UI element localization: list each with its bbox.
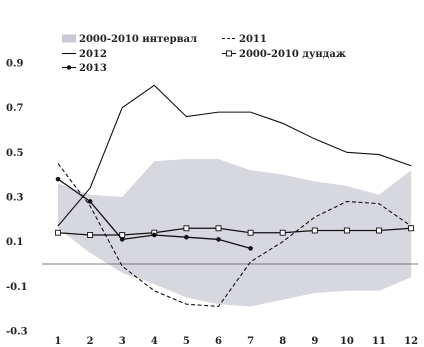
data-point <box>279 229 286 236</box>
y-tick-label: 0.9 <box>6 59 23 70</box>
data-point <box>184 234 189 240</box>
y-tick-label: -0.3 <box>6 327 28 338</box>
y-tick-label: 0.5 <box>6 148 23 159</box>
x-tick-label: 7 <box>247 336 254 347</box>
data-point <box>216 237 221 242</box>
data-point <box>119 237 125 242</box>
x-tick-label: 6 <box>215 336 222 347</box>
x-tick-label: 9 <box>311 336 318 347</box>
data-point <box>183 225 190 232</box>
data-point <box>408 225 415 232</box>
series-line-2000-2010-дундаж <box>57 227 412 236</box>
x-tick-label: 8 <box>279 336 286 347</box>
x-tick-label: 10 <box>340 336 354 347</box>
legend-label: 2000-2010 интервал <box>79 34 197 45</box>
data-point <box>55 229 61 236</box>
data-point <box>343 227 350 234</box>
x-tick-label: 3 <box>119 336 126 347</box>
legend-swatch-band <box>62 34 76 43</box>
series-line-2012 <box>57 84 412 227</box>
data-point <box>87 232 94 238</box>
y-tick-label: -0.1 <box>6 282 28 293</box>
legend-label: 2012 <box>79 49 107 60</box>
data-point <box>87 199 93 204</box>
y-tick-label: 0.1 <box>6 237 23 248</box>
x-tick-label: 12 <box>404 336 418 347</box>
series-line-2011 <box>57 163 412 308</box>
x-tick-label: 11 <box>372 336 386 347</box>
x-tick-label: 4 <box>151 336 158 347</box>
legend-label: 2013 <box>79 63 107 74</box>
x-tick-label: 5 <box>183 336 190 347</box>
data-point <box>55 176 61 182</box>
data-point <box>152 232 157 238</box>
legend-swatch-square <box>226 50 232 57</box>
x-tick-label: 2 <box>87 336 94 347</box>
legend-swatch-circle <box>66 65 72 70</box>
x-tick-label: 1 <box>55 336 62 347</box>
data-point <box>248 246 253 251</box>
y-tick-label: 0.7 <box>6 103 23 114</box>
data-point <box>247 229 254 236</box>
legend-label: 2000-2010 дундаж <box>239 49 346 60</box>
band-range-area <box>58 159 412 307</box>
data-point <box>376 227 382 234</box>
legend-label: 2011 <box>239 34 267 45</box>
data-point <box>215 225 222 232</box>
data-point <box>311 227 318 234</box>
y-tick-label: 0.3 <box>6 193 23 204</box>
